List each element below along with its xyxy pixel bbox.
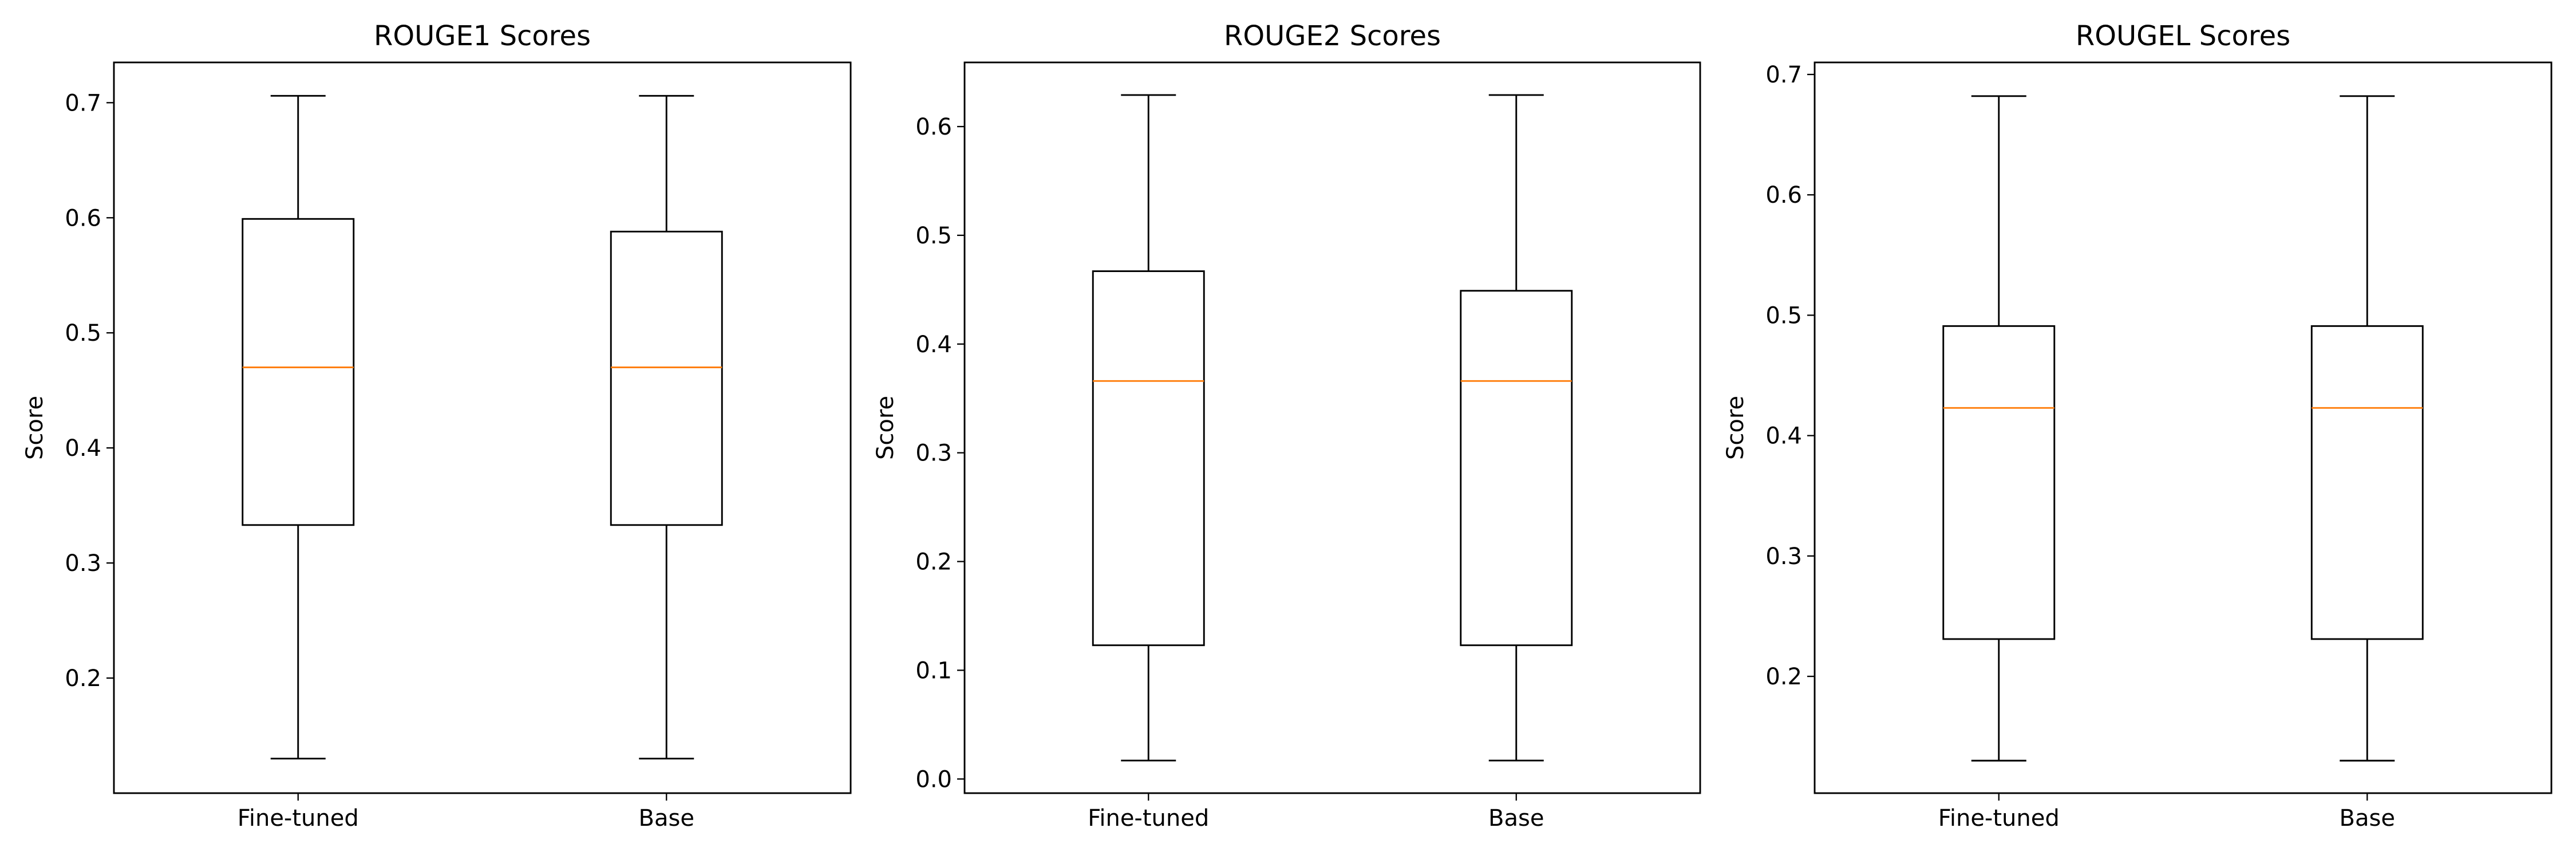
y-tick-label: 0.5 <box>65 320 101 346</box>
box-fine-tuned <box>1942 325 2056 640</box>
y-tick-label: 0.6 <box>915 114 952 140</box>
x-tick-label: Base <box>2340 805 2395 832</box>
y-tick-label: 0.7 <box>65 90 101 116</box>
y-axis-label: Score <box>1722 396 1749 460</box>
y-tick-label: 0.5 <box>915 223 952 249</box>
y-tick-label: 0.5 <box>1765 302 1802 329</box>
axes-frame <box>1814 61 2553 794</box>
axes-frame <box>113 61 852 794</box>
y-tick-label: 0.6 <box>65 205 101 231</box>
chart-title: ROUGE1 Scores <box>374 20 591 52</box>
chart-title: ROUGE2 Scores <box>1224 20 1441 52</box>
y-tick-label: 0.2 <box>65 665 101 692</box>
x-tick-label: Fine-tuned <box>238 805 359 832</box>
y-tick-label: 0.4 <box>65 435 101 462</box>
y-tick-label: 0.2 <box>1765 664 1802 690</box>
box-fine-tuned <box>1092 270 1205 647</box>
y-tick-label: 0.4 <box>915 332 952 358</box>
y-tick-label: 0.6 <box>1765 182 1802 208</box>
y-tick-label: 0.1 <box>915 657 952 684</box>
axes-frame <box>963 61 1701 794</box>
x-tick-label: Fine-tuned <box>1938 805 2060 832</box>
y-tick-label: 0.3 <box>65 550 101 577</box>
y-tick-label: 0.4 <box>1765 423 1802 450</box>
x-tick-label: Base <box>1488 805 1544 832</box>
chart-panel-2: ROUGE2 Scores Score 0.0 0.1 0.2 0.3 0.4 0.5 0.6 F… <box>872 20 1701 832</box>
y-tick-label: 0.3 <box>1765 543 1802 570</box>
box-base <box>610 230 723 526</box>
y-tick-label: 0.2 <box>915 549 952 576</box>
y-tick-label: 0.0 <box>915 766 952 793</box>
y-tick-label: 0.3 <box>915 440 952 467</box>
chart-title: ROUGEL Scores <box>2076 20 2290 52</box>
x-tick-label: Base <box>639 805 694 832</box>
y-tick-label: 0.7 <box>1765 62 1802 88</box>
chart-panel-3: ROUGEL Scores Score 0.2 0.3 0.4 0.5 0.6 0.7 Fine… <box>1722 20 2553 832</box>
box-base <box>1460 290 1573 647</box>
y-axis-label: Score <box>22 396 48 460</box>
box-fine-tuned <box>242 218 355 526</box>
x-tick-label: Fine-tuned <box>1088 805 1209 832</box>
chart-panel-1: ROUGE1 Scores Score 0.2 0.3 0.4 0.5 0.6 0.7 Fine… <box>22 20 852 832</box>
box-base <box>2310 325 2424 640</box>
y-axis-label: Score <box>872 396 899 460</box>
